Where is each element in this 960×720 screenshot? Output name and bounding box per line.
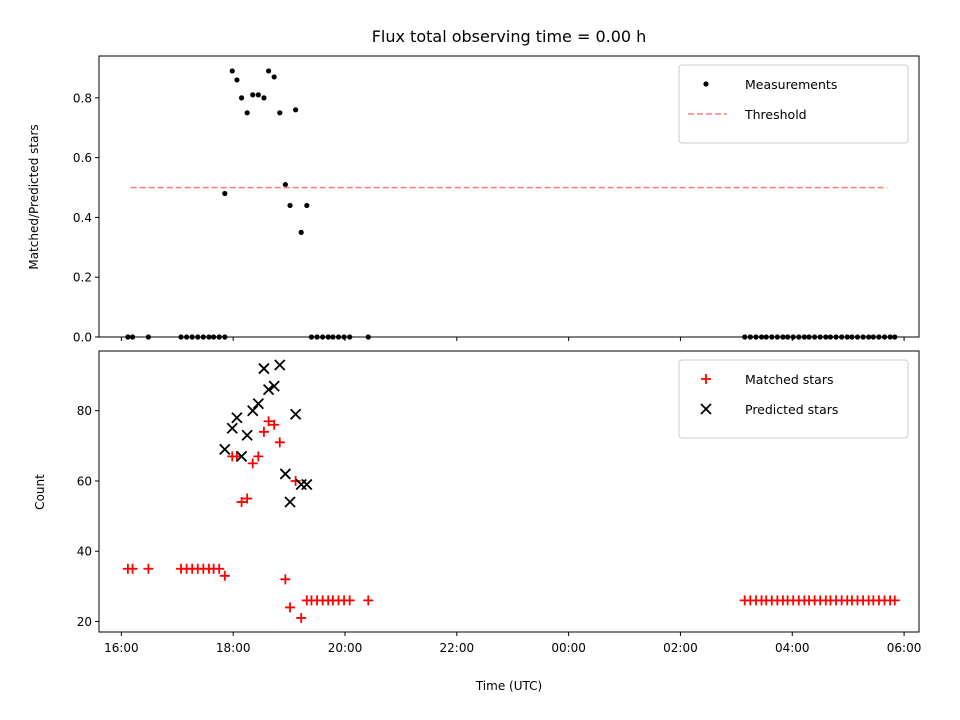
- y-tick-label: 60: [77, 474, 92, 488]
- data-point: [242, 493, 253, 504]
- y-tick-label: 0.4: [73, 211, 92, 225]
- legend-box: [678, 359, 909, 439]
- x-axis-label: Time (UTC): [475, 679, 542, 693]
- data-point: [274, 437, 285, 448]
- top-plot: 0.00.20.40.60.8 Matched/Predicted stars …: [27, 55, 920, 345]
- data-point: [287, 202, 293, 209]
- x-tick-label: 02:00: [663, 641, 698, 655]
- top-plot-frame: [98, 55, 920, 338]
- top-y-axis-label: Matched/Predicted stars: [27, 124, 41, 269]
- data-point: [293, 107, 299, 113]
- legend-box: [678, 64, 909, 144]
- x-tick-label: 22:00: [440, 641, 475, 655]
- data-point: [263, 416, 274, 427]
- data-point: [271, 74, 277, 80]
- data-point: [241, 429, 253, 441]
- data-point: [226, 422, 238, 434]
- data-point: [298, 229, 304, 235]
- data-point: [127, 563, 138, 574]
- legend-label: Measurements: [745, 77, 837, 92]
- data-point: [250, 92, 256, 98]
- data-point: [280, 574, 291, 585]
- top-plot-axes: 0.0 0.2 0.4 0.6 0.8: [73, 91, 905, 345]
- data-point: [304, 202, 310, 209]
- chart-title: Flux total observing time = 0.00 h: [372, 27, 647, 46]
- bottom-y-axis-label: Count: [33, 474, 47, 510]
- data-point: [282, 181, 288, 188]
- legend-item: Predicted stars: [700, 402, 838, 417]
- x-tick-label: 18:00: [216, 641, 251, 655]
- data-point: [344, 595, 355, 606]
- data-point: [279, 468, 292, 480]
- data-point: [252, 398, 264, 410]
- data-point: [231, 412, 243, 424]
- y-tick-label: 0.2: [73, 271, 92, 285]
- data-point: [295, 478, 307, 491]
- data-point: [214, 563, 225, 574]
- data-point: [289, 408, 302, 420]
- data-point: [301, 478, 313, 491]
- legend-item: Threshold: [688, 107, 807, 122]
- data-point: [219, 443, 231, 455]
- x-tick-label: 06:00: [887, 641, 922, 655]
- y-tick-label: 20: [77, 615, 92, 629]
- data-point: [219, 570, 230, 581]
- legend-label: Matched stars: [745, 372, 833, 387]
- data-point: [296, 612, 307, 623]
- bottom-plot: 20 40 60 80 16:00 18:00 20:00 22:00 00:00 02:00 04…: [33, 350, 922, 693]
- data-point: [238, 95, 245, 101]
- y-tick-label: 40: [77, 545, 92, 559]
- data-point: [222, 190, 228, 197]
- data-point: [268, 380, 280, 392]
- legend-marker: [701, 374, 711, 384]
- data-point: [363, 595, 374, 606]
- x-tick-label: 16:00: [104, 641, 139, 655]
- bottom-legend: Matched stars Predicted stars: [678, 359, 909, 439]
- data-point: [285, 602, 296, 613]
- data-point: [236, 497, 247, 508]
- data-point: [253, 451, 264, 462]
- y-tick-label: 0.0: [73, 331, 92, 345]
- y-tick-label: 80: [77, 404, 92, 418]
- data-point: [290, 475, 301, 486]
- y-tick-label: 0.8: [73, 91, 92, 105]
- data-point: [284, 496, 296, 508]
- data-point: [247, 458, 258, 469]
- data-point: [234, 77, 240, 83]
- data-point: [143, 563, 154, 574]
- legend-marker: [700, 403, 712, 415]
- data-point: [229, 68, 235, 74]
- data-point: [277, 110, 283, 116]
- bottom-plot-axes: 20 40 60 80 16:00 18:00 20:00 22:00 00:00 02:00 04…: [77, 404, 922, 655]
- data-point: [261, 95, 267, 101]
- data-point: [231, 451, 242, 462]
- bottom-plot-frame: [98, 350, 920, 633]
- legend-label: Predicted stars: [745, 402, 838, 417]
- data-point: [258, 426, 269, 437]
- data-point: [258, 362, 270, 375]
- legend-item: Measurements: [703, 77, 837, 92]
- data-point: [265, 68, 272, 74]
- data-point: [269, 419, 280, 430]
- y-tick-label: 0.6: [73, 151, 92, 165]
- top-legend: Measurements Threshold: [678, 64, 909, 144]
- data-point: [889, 595, 900, 606]
- x-tick-label: 20:00: [328, 641, 363, 655]
- data-point: [235, 450, 248, 463]
- legend-label: Threshold: [744, 107, 807, 122]
- data-point: [274, 359, 286, 371]
- bottom-plot-data: [122, 359, 900, 623]
- x-tick-label: 04:00: [775, 641, 810, 655]
- series-predicted-stars: [219, 359, 313, 508]
- legend-marker: [703, 81, 709, 87]
- data-point: [255, 92, 261, 98]
- legend-item: Matched stars: [701, 372, 833, 387]
- data-point: [262, 384, 275, 396]
- series-matched-stars: [122, 416, 900, 623]
- x-tick-label: 00:00: [551, 641, 586, 655]
- data-point: [244, 110, 250, 116]
- data-point: [247, 405, 259, 417]
